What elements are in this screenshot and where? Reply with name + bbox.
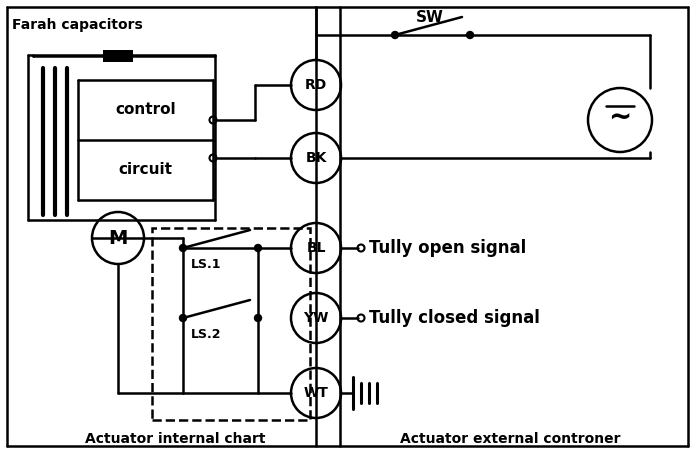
Text: BL: BL bbox=[306, 241, 326, 255]
Text: BK: BK bbox=[305, 151, 327, 165]
Circle shape bbox=[179, 314, 186, 322]
Text: circuit: circuit bbox=[119, 163, 172, 178]
Text: ~: ~ bbox=[608, 104, 632, 132]
Text: LS.1: LS.1 bbox=[191, 257, 222, 270]
Bar bbox=[152, 228, 310, 420]
Text: Tully closed signal: Tully closed signal bbox=[369, 309, 540, 327]
Text: M: M bbox=[108, 228, 128, 247]
Circle shape bbox=[254, 314, 261, 322]
Circle shape bbox=[179, 245, 186, 251]
Text: WT: WT bbox=[304, 386, 329, 400]
Text: control: control bbox=[115, 102, 176, 117]
Text: SW: SW bbox=[416, 10, 444, 24]
Text: LS.2: LS.2 bbox=[191, 328, 222, 341]
FancyBboxPatch shape bbox=[103, 50, 133, 62]
Text: RD: RD bbox=[305, 78, 327, 92]
Text: Actuator external controner: Actuator external controner bbox=[400, 432, 620, 446]
Text: YW: YW bbox=[303, 311, 329, 325]
Text: Farah capacitors: Farah capacitors bbox=[12, 18, 142, 32]
Text: Actuator internal chart: Actuator internal chart bbox=[85, 432, 265, 446]
Circle shape bbox=[466, 32, 473, 39]
Text: Tully open signal: Tully open signal bbox=[369, 239, 526, 257]
Circle shape bbox=[254, 245, 261, 251]
Circle shape bbox=[391, 32, 398, 39]
